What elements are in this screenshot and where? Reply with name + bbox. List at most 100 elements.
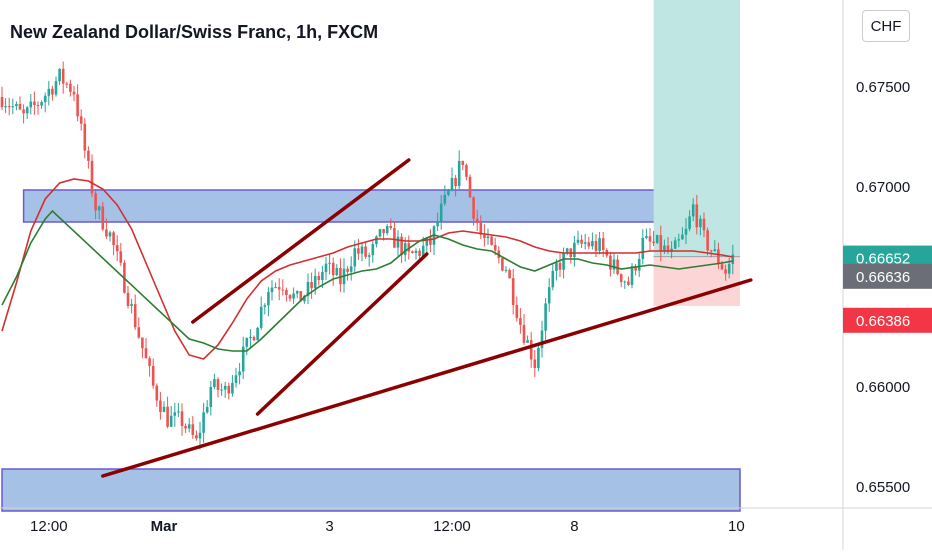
candle-body xyxy=(504,269,508,271)
candle-body xyxy=(295,291,299,294)
candle-body xyxy=(691,204,695,217)
candle-body xyxy=(677,239,681,241)
candle-body xyxy=(249,336,252,338)
candle-body xyxy=(267,292,270,306)
ma-green-line xyxy=(1,209,733,352)
candle-body xyxy=(501,258,504,271)
candle-body xyxy=(637,259,641,271)
candle-body xyxy=(173,412,177,416)
candle-body xyxy=(663,245,666,252)
candle-body xyxy=(281,289,285,291)
candle-body xyxy=(486,236,490,239)
candle-body xyxy=(87,150,90,161)
candle-body xyxy=(137,327,141,338)
candle-body xyxy=(213,379,216,388)
candle-body xyxy=(699,218,702,228)
candle-body xyxy=(115,245,119,252)
candle-body xyxy=(508,269,511,279)
candle-body xyxy=(205,407,209,413)
candle-body xyxy=(709,250,713,252)
candle-body xyxy=(457,160,461,187)
candle-body xyxy=(634,266,637,271)
candle-body xyxy=(655,235,659,243)
candle-body xyxy=(198,432,202,439)
candle-body xyxy=(375,236,378,245)
candle-body xyxy=(0,97,4,107)
candle-body xyxy=(346,268,349,272)
candle-body xyxy=(558,262,562,270)
candle-body xyxy=(15,103,18,107)
candle-body xyxy=(231,382,234,394)
candle-body xyxy=(25,107,29,114)
candle-body xyxy=(652,241,655,243)
candle-body xyxy=(187,424,191,429)
currency-button[interactable]: CHF xyxy=(862,10,910,42)
candle-body xyxy=(97,206,101,211)
candle-body xyxy=(119,251,123,263)
candle-body xyxy=(47,88,51,96)
candle-body xyxy=(202,412,205,433)
candle-body xyxy=(65,83,69,85)
candle-body xyxy=(684,228,688,235)
candle-body xyxy=(609,255,612,270)
candle-body xyxy=(411,251,414,254)
candle-body xyxy=(36,104,40,106)
candle-body xyxy=(270,287,274,293)
candle-body xyxy=(101,206,105,230)
candle-body xyxy=(310,282,313,289)
candle-body xyxy=(184,426,187,429)
candle-body xyxy=(429,237,432,245)
candle-body xyxy=(364,246,367,257)
candle-body xyxy=(706,230,709,251)
price-tick-label: 0.66000 xyxy=(856,379,910,396)
trendlines-layer xyxy=(101,158,753,478)
candle-body xyxy=(72,91,76,95)
candle-body xyxy=(238,371,241,376)
time-tick-label: 10 xyxy=(728,518,745,535)
candle-body xyxy=(648,236,652,242)
candle-body xyxy=(382,229,385,234)
candle-body xyxy=(537,347,540,369)
candle-body xyxy=(299,291,303,302)
candle-body xyxy=(58,68,61,82)
candle-body xyxy=(216,379,220,391)
candle-body xyxy=(630,266,634,285)
candle-body xyxy=(443,194,447,204)
candle-body xyxy=(641,237,645,260)
candle-body xyxy=(90,160,94,194)
time-tick-label: 12:00 xyxy=(30,518,68,535)
resistance-zone-0 xyxy=(22,189,716,223)
candle-body xyxy=(285,289,288,296)
candle-body xyxy=(673,240,677,249)
candle-body xyxy=(54,81,58,95)
candle-body xyxy=(61,68,65,84)
candle-body xyxy=(702,218,706,231)
candles-layer xyxy=(0,61,735,450)
candle-body xyxy=(400,236,403,256)
candle-body xyxy=(22,109,25,114)
price-tag-value: 0.66386 xyxy=(856,313,910,330)
candle-body xyxy=(191,424,195,436)
candle-body xyxy=(324,263,328,273)
candle-body xyxy=(436,221,439,227)
candle-body xyxy=(11,106,15,108)
price-tag xyxy=(843,263,932,289)
candle-body xyxy=(378,229,382,237)
candle-body xyxy=(220,389,223,391)
candle-body xyxy=(601,238,605,250)
candle-body xyxy=(339,267,342,285)
candle-body xyxy=(335,267,339,276)
candle-body xyxy=(317,275,321,281)
long-position-tool xyxy=(653,0,740,306)
candle-body xyxy=(148,358,151,366)
price-tick-label: 0.67000 xyxy=(856,179,910,196)
candle-body xyxy=(519,318,522,325)
candle-body xyxy=(112,232,115,246)
candle-body xyxy=(591,240,594,247)
candle-body xyxy=(576,239,580,243)
candle-body xyxy=(151,365,155,386)
time-tick-label: 8 xyxy=(570,518,578,535)
price-tag-value: 0.66652 xyxy=(856,251,910,268)
